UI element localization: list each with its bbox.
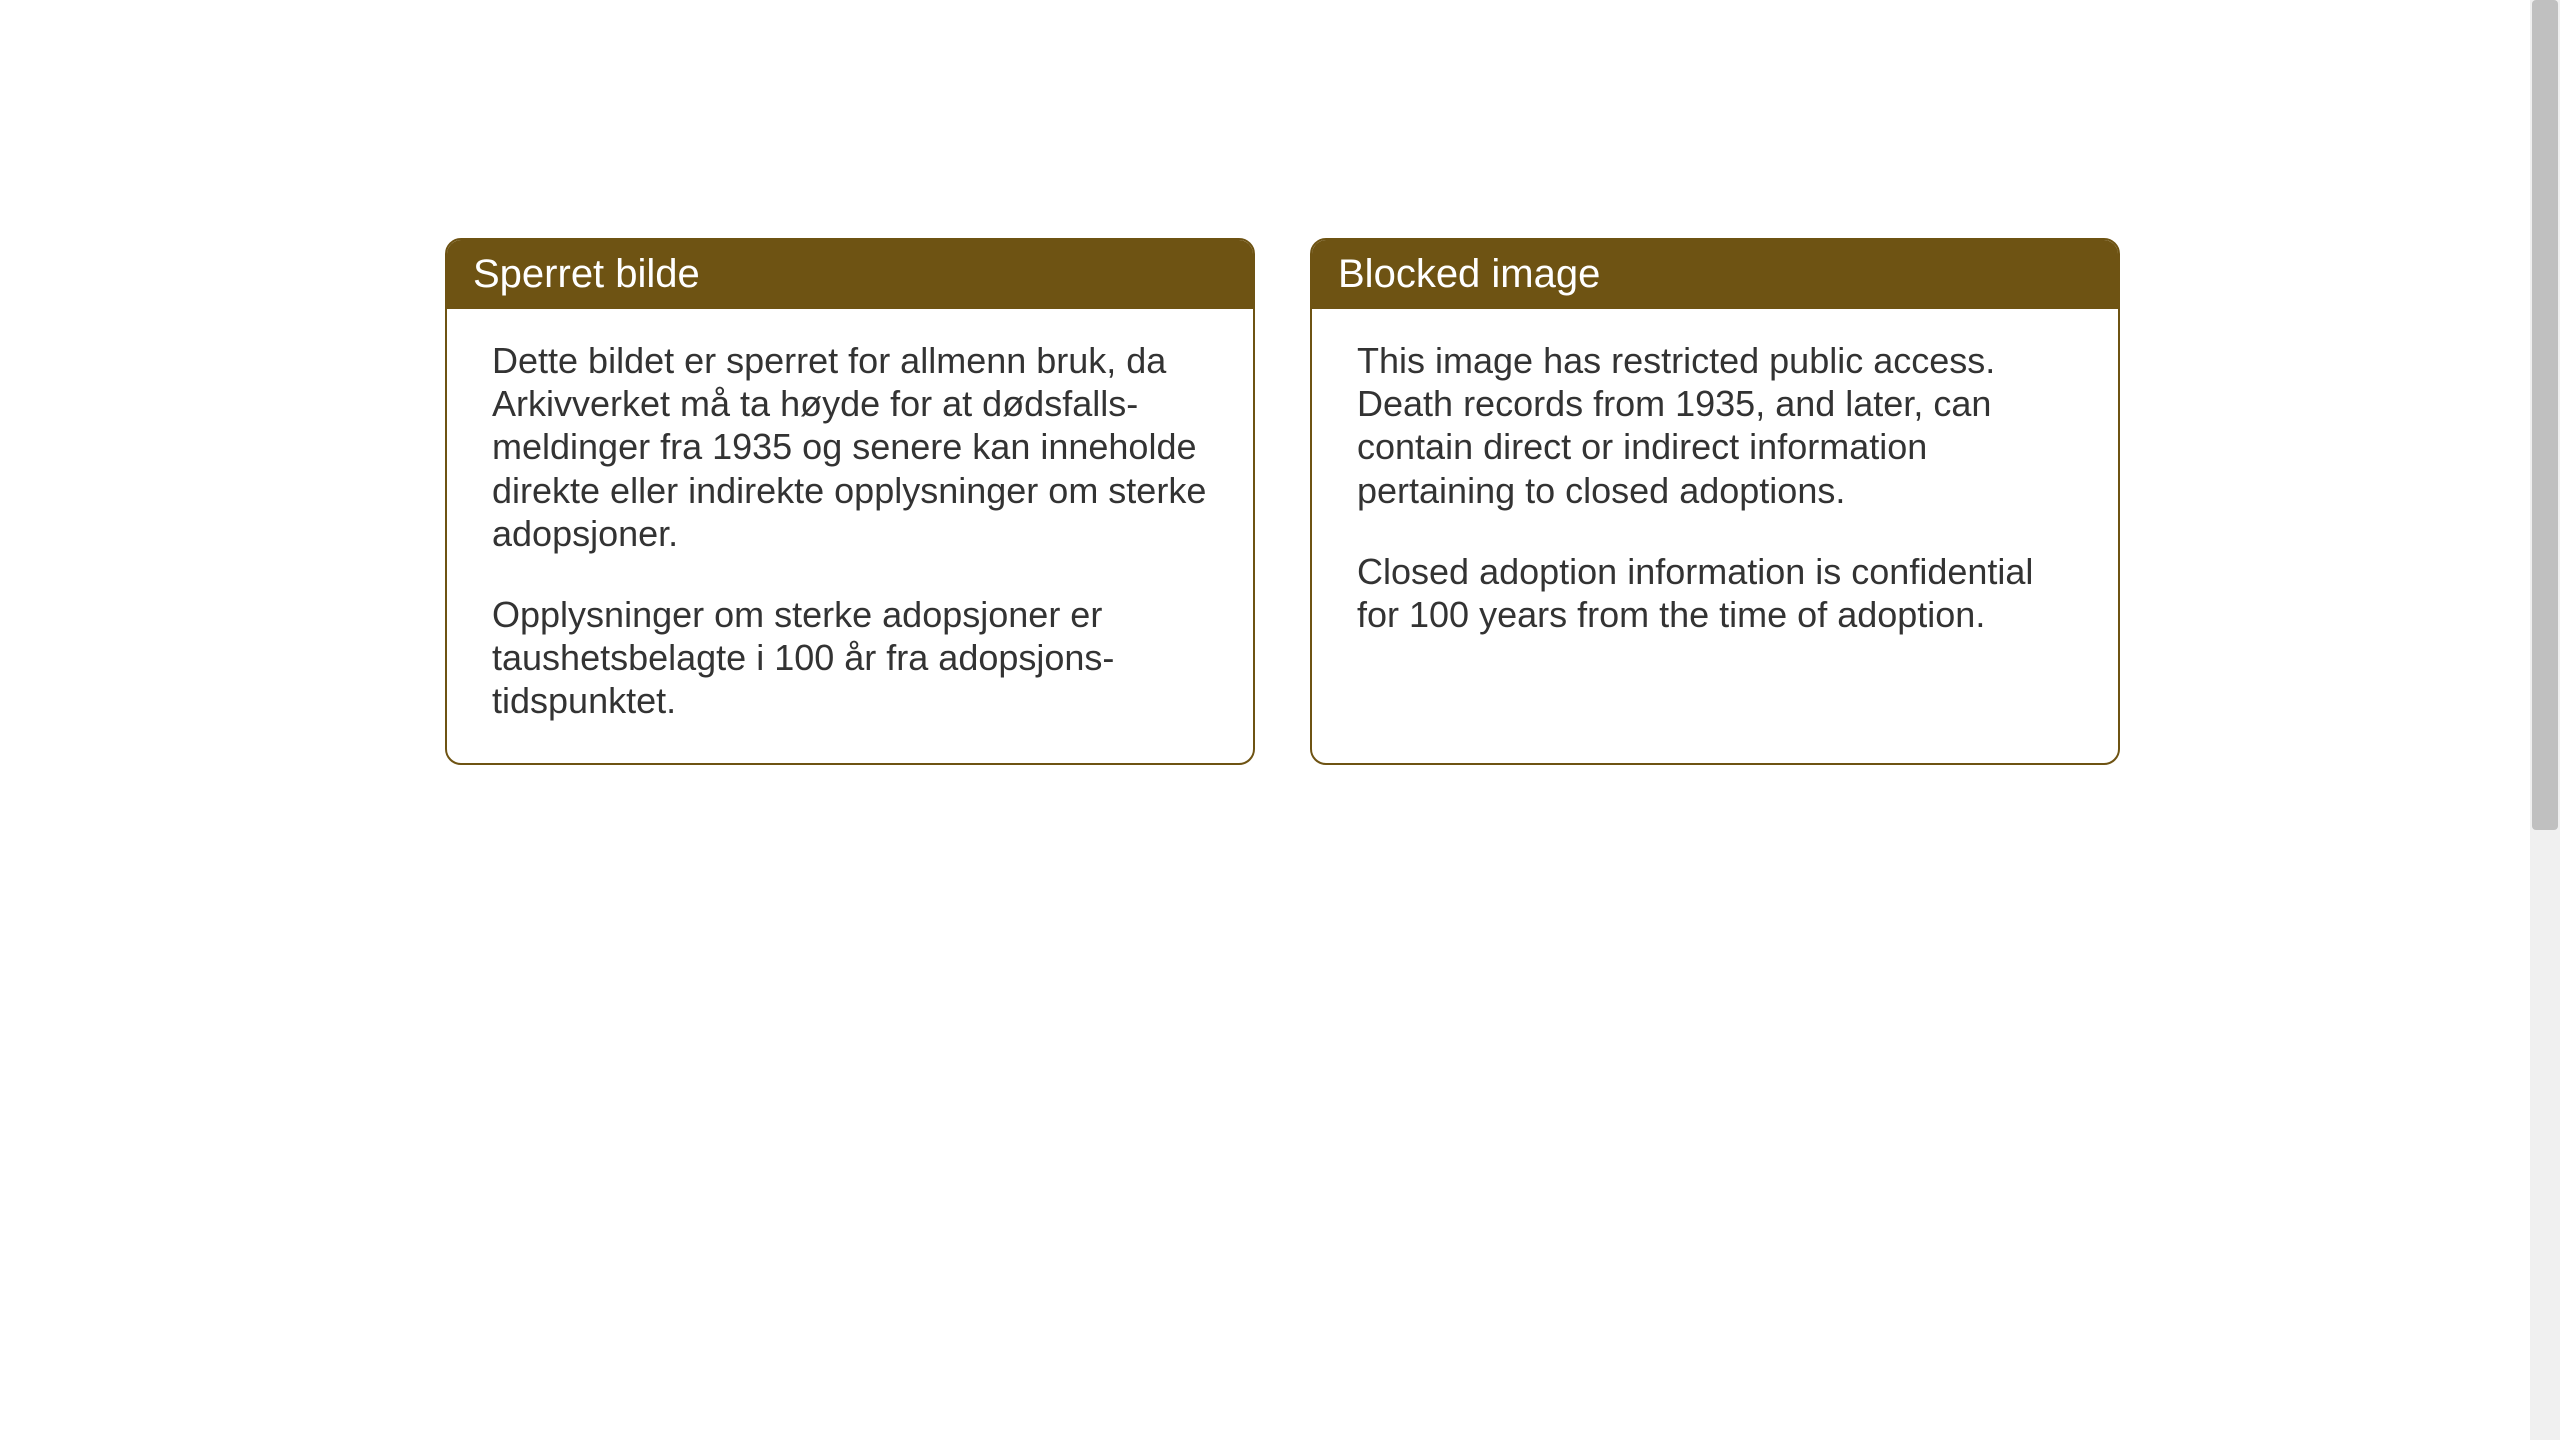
norwegian-paragraph-1: Dette bildet er sperret for allmenn bruk… (492, 339, 1208, 555)
english-paragraph-2: Closed adoption information is confident… (1357, 550, 2073, 636)
vertical-scrollbar[interactable] (2530, 0, 2560, 1440)
norwegian-notice-card: Sperret bilde Dette bildet er sperret fo… (445, 238, 1255, 765)
scrollbar-thumb[interactable] (2532, 0, 2558, 830)
english-card-title: Blocked image (1312, 240, 2118, 309)
norwegian-card-title: Sperret bilde (447, 240, 1253, 309)
english-notice-card: Blocked image This image has restricted … (1310, 238, 2120, 765)
notice-container: Sperret bilde Dette bildet er sperret fo… (445, 238, 2120, 765)
norwegian-paragraph-2: Opplysninger om sterke adopsjoner er tau… (492, 593, 1208, 723)
norwegian-card-body: Dette bildet er sperret for allmenn bruk… (447, 309, 1253, 763)
english-paragraph-1: This image has restricted public access.… (1357, 339, 2073, 512)
english-card-body: This image has restricted public access.… (1312, 309, 2118, 676)
